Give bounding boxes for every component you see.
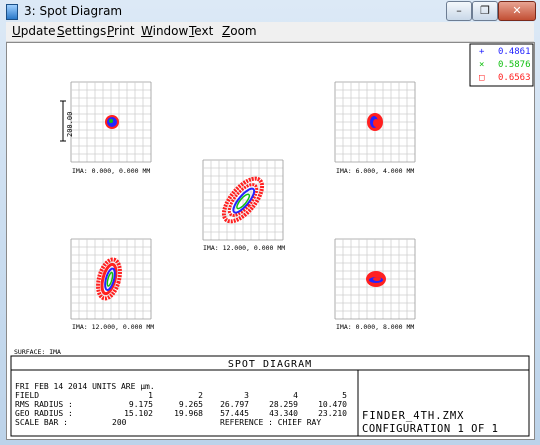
field-1-ima-label: IMA: 0.000, 0.000 MM <box>72 167 150 175</box>
field-2-ima-label: IMA: 6.000, 4.000 MM <box>336 167 414 175</box>
field-row-label: FIELD <box>15 391 39 400</box>
scale-bar-label: 200.00 <box>66 112 74 137</box>
menu-text-label: ext <box>194 24 214 38</box>
geo-row-label: GEO RADIUS : <box>15 409 73 418</box>
field-value-5: 5 <box>342 391 347 400</box>
menu-update[interactable]: Update <box>12 24 55 38</box>
scale-row-label: SCALE BAR : <box>15 418 68 427</box>
diagram-title: SPOT DIAGRAM <box>228 359 312 370</box>
wavelength-legend: + 0.4861 × 0.5876 □ 0.6563 <box>469 43 534 87</box>
field-value-4: 4 <box>293 391 298 400</box>
geo-value-1: 15.102 <box>124 409 153 418</box>
spot-field-3: IMA: 12.000, 0.000 MM <box>202 159 285 252</box>
spot-pattern-field-2 <box>367 113 383 131</box>
file-name: FINDER_4TH.ZMX <box>362 410 465 422</box>
configuration-label: CONFIGURATION 1 OF 1 <box>362 423 498 435</box>
info-table: FRI FEB 14 2014 UNITS ARE µm. FIELD RMS … <box>15 382 347 427</box>
spot-field-4: IMA: 12.000, 0.000 MM <box>70 238 154 331</box>
date-line: FRI FEB 14 2014 UNITS ARE µm. <box>15 382 155 391</box>
menu-print-label: rint <box>114 24 135 38</box>
menu-window-accel: W <box>141 24 153 38</box>
geo-value-5: 23.210 <box>318 409 347 418</box>
menu-settings[interactable]: Settings <box>57 24 106 38</box>
info-frame: SPOT DIAGRAM <box>10 355 530 437</box>
spot-field-1: 200.00 IMA: 0.000, 0.000 MM <box>60 81 152 175</box>
reference-label: REFERENCE : CHIEF RAY <box>220 418 321 427</box>
legend-wavelength-2: 0.5876 <box>498 60 531 70</box>
plot-canvas[interactable]: + 0.4861 × 0.5876 □ 0.6563 200.00 I <box>6 42 535 440</box>
legend-symbol-2: × <box>479 60 484 70</box>
menu-settings-accel: S <box>57 24 65 38</box>
menu-update-accel: U <box>12 24 21 38</box>
title-bar[interactable]: 3: Spot Diagram – ❐ ✕ <box>0 0 540 22</box>
spot-field-5: IMA: 0.000, 8.000 MM <box>334 238 416 331</box>
menu-print-accel: P <box>107 24 115 38</box>
menu-zoom-accel: Z <box>222 24 231 38</box>
rms-value-3: 26.797 <box>220 400 249 409</box>
rms-row-label: RMS RADIUS : <box>15 400 73 409</box>
field-value-2: 2 <box>198 391 203 400</box>
rms-value-4: 28.259 <box>269 400 298 409</box>
geo-value-2: 19.968 <box>174 409 203 418</box>
spot-grid-field-5 <box>334 238 416 320</box>
field-3-ima-label: IMA: 12.000, 0.000 MM <box>203 244 285 252</box>
menu-window-label: indow <box>152 24 189 38</box>
menu-zoom-label: oom <box>230 24 257 38</box>
close-button[interactable]: ✕ <box>498 1 536 21</box>
window-title: 3: Spot Diagram <box>24 4 123 18</box>
menu-zoom[interactable]: Zoom <box>222 24 257 38</box>
menu-text[interactable]: Text <box>189 24 213 38</box>
spot-grid-field-2 <box>334 81 416 163</box>
legend-wavelength-1: 0.4861 <box>498 47 531 57</box>
field-value-1: 1 <box>148 391 153 400</box>
minimize-button[interactable]: – <box>446 1 472 21</box>
menu-text-accel: T <box>189 24 195 38</box>
spot-pattern-field-4 <box>96 257 122 301</box>
legend-symbol-3: □ <box>479 73 485 83</box>
menu-window[interactable]: Window <box>141 24 188 38</box>
rms-value-1: 9.175 <box>129 400 153 409</box>
field-4-ima-label: IMA: 12.000, 0.000 MM <box>72 323 154 331</box>
legend-wavelength-3: 0.6563 <box>498 73 531 83</box>
menu-print[interactable]: Print <box>107 24 135 38</box>
menu-bar: Update Settings Print Window Text Zoom <box>6 22 534 42</box>
spot-pattern-field-5 <box>366 271 386 287</box>
spot-grid-field-1 <box>70 81 152 163</box>
surface-label: SURFACE: IMA <box>14 348 61 356</box>
spot-grid-field-3 <box>202 159 284 241</box>
restore-button[interactable]: ❐ <box>472 1 498 21</box>
spot-field-2: IMA: 6.000, 4.000 MM <box>334 81 416 175</box>
geo-value-4: 43.340 <box>269 409 298 418</box>
scale-row-value: 200 <box>112 418 127 427</box>
rms-value-2: 9.265 <box>179 400 203 409</box>
menu-update-label: pdate <box>20 24 56 38</box>
menu-settings-label: ettings <box>64 24 107 38</box>
app-icon <box>6 4 18 20</box>
geo-value-3: 57.445 <box>220 409 249 418</box>
legend-symbol-1: + <box>479 47 485 57</box>
spot-grid-field-4 <box>70 238 152 320</box>
field-5-ima-label: IMA: 0.000, 8.000 MM <box>336 323 414 331</box>
spot-pattern-field-3 <box>221 176 265 224</box>
rms-value-5: 10.470 <box>318 400 347 409</box>
spot-pattern-field-1 <box>105 115 119 129</box>
field-value-3: 3 <box>244 391 249 400</box>
